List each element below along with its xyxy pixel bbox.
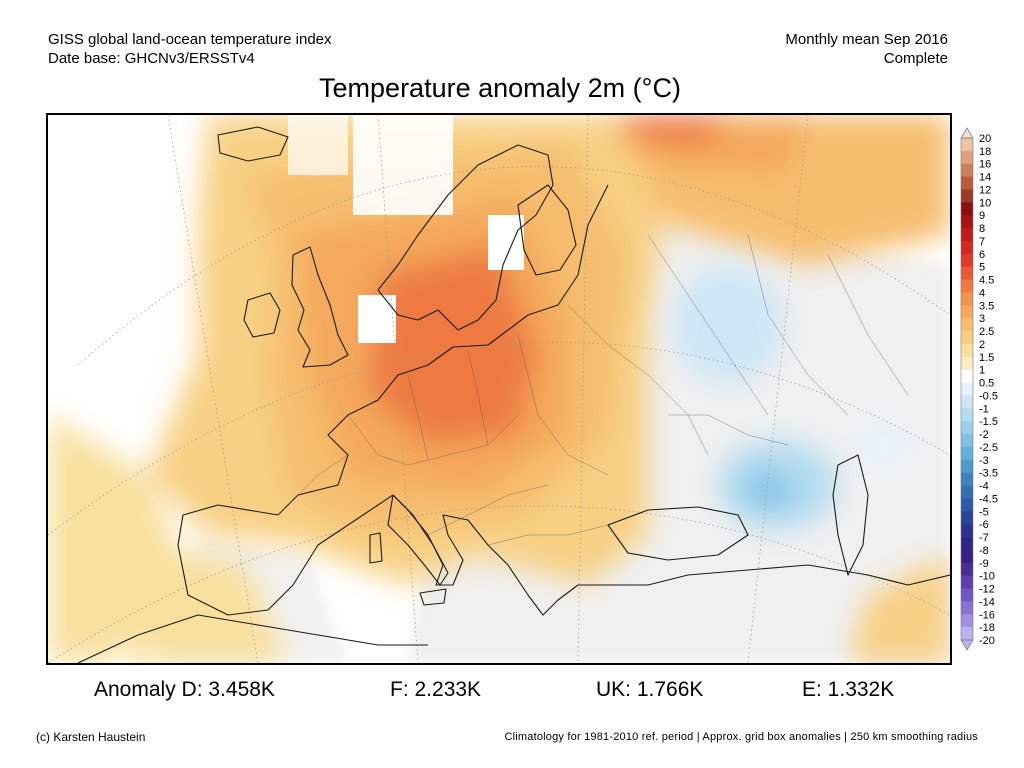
legend-swatch <box>961 331 973 345</box>
legend-swatch <box>961 485 973 499</box>
period-label: Monthly mean Sep 2016 <box>785 31 948 48</box>
legend-swatch <box>961 163 973 178</box>
regional-anomalies: Anomaly D: 3.458K F: 2.233K UK: 1.766K E… <box>0 678 1024 708</box>
legend-swatch <box>961 614 973 628</box>
legend-tick-label: 8 <box>979 223 985 235</box>
legend-swatch <box>961 279 973 293</box>
legend-tick-label: 7 <box>979 236 985 248</box>
legend-tick-label: -16 <box>979 609 995 621</box>
legend-tick-label: -3 <box>979 455 989 467</box>
legend-swatch <box>961 382 973 396</box>
legend-swatch <box>961 446 973 461</box>
legend-tick-label: 18 <box>979 146 991 158</box>
legend-swatch <box>961 627 973 641</box>
legend-swatch <box>961 549 973 564</box>
legend-tick-label: -2 <box>979 429 989 441</box>
legend-swatch <box>961 292 973 306</box>
header-left: GISS global land-ocean temperature index… <box>48 30 332 68</box>
legend-tick-label: -1.5 <box>979 416 998 428</box>
legend-colorbar: 201816141210987654.543.532.521.510.5-0.5… <box>960 127 998 651</box>
legend-swatch <box>961 575 973 589</box>
legend-swatch <box>961 601 973 615</box>
credit-line: (c) Karsten Haustein <box>36 730 146 744</box>
legend-swatch <box>961 189 973 203</box>
legend-swatch <box>961 524 973 538</box>
legend-tick-label: -14 <box>979 596 995 608</box>
legend-min-arrow <box>960 639 974 651</box>
legend-tick-label: -5 <box>979 506 989 518</box>
anomaly-spain: E: 1.332K <box>802 678 895 701</box>
legend-swatch <box>961 459 973 474</box>
legend-swatch <box>961 305 973 319</box>
legend-tick-label: 16 <box>979 159 991 171</box>
legend-swatch <box>961 421 973 435</box>
legend-swatch <box>961 202 973 216</box>
legend-swatch <box>961 228 973 242</box>
legend-swatch <box>961 511 973 525</box>
legend-tick-label: 5 <box>979 262 985 274</box>
legend-tick-label: 4 <box>979 287 985 299</box>
color-legend: 20 18 16 14 12 10 9 8 7 6 5 4.5 4 3.5 3 2.5 2 1.5 1 0.5 -0.5… <box>958 126 1024 656</box>
legend-tick-label: -12 <box>979 584 995 596</box>
legend-tick-label: -6 <box>979 519 989 531</box>
legend-swatch <box>961 472 973 486</box>
legend-tick-label: -4.5 <box>979 493 998 505</box>
legend-swatch <box>961 318 973 332</box>
legend-tick-label: 1 <box>979 365 985 377</box>
europe-map-graphic <box>48 115 950 663</box>
legend-tick-label: -2.5 <box>979 442 998 454</box>
legend-tick-label: 9 <box>979 210 985 222</box>
header-right: Monthly mean Sep 2016 Complete <box>785 30 948 68</box>
legend-tick-label: -20 <box>979 635 995 647</box>
legend-tick-label: 12 <box>979 184 991 196</box>
legend-swatch <box>961 253 973 268</box>
completeness-label: Complete <box>883 50 948 67</box>
legend-tick-label: 0.5 <box>979 378 994 390</box>
legend-swatch <box>961 562 973 577</box>
legend-swatch <box>961 240 973 255</box>
legend-tick-label: -7 <box>979 532 989 544</box>
legend-tick-label: -4 <box>979 481 989 493</box>
legend-tick-label: -8 <box>979 545 989 557</box>
methodology-note: Climatology for 1981-2010 ref. period | … <box>504 731 978 743</box>
legend-swatch <box>961 408 973 422</box>
legend-tick-label: 10 <box>979 197 991 209</box>
legend-tick-label: 1.5 <box>979 352 994 364</box>
legend-swatch <box>961 138 973 152</box>
legend-swatch <box>961 266 973 280</box>
index-title: GISS global land-ocean temperature index <box>48 31 332 48</box>
anomaly-map <box>46 113 952 665</box>
legend-tick-label: 3 <box>979 313 985 325</box>
legend-tick-label: -3.5 <box>979 468 998 480</box>
data-base: Date base: GHCNv3/ERSSTv4 <box>48 50 255 67</box>
anomaly-france: F: 2.233K <box>390 678 482 701</box>
legend-swatch <box>961 369 973 383</box>
legend-tick-label: -9 <box>979 558 989 570</box>
legend-swatch <box>961 434 973 448</box>
legend-tick-label: 20 <box>979 133 991 145</box>
legend-max-arrow <box>960 127 974 139</box>
legend-swatch <box>961 356 973 371</box>
legend-swatch <box>961 498 973 512</box>
legend-swatch <box>961 343 973 358</box>
legend-tick-label: -10 <box>979 571 995 583</box>
legend-swatch <box>961 150 973 165</box>
legend-swatch <box>961 176 973 190</box>
anomaly-uk: UK: 1.766K <box>596 678 704 701</box>
map-title: Temperature anomaly 2m (°C) <box>319 73 681 103</box>
legend-swatch <box>961 588 973 602</box>
legend-tick-label: -0.5 <box>979 390 998 402</box>
legend-swatch <box>961 215 973 229</box>
legend-tick-label: 4.5 <box>979 275 994 287</box>
legend-tick-label: 2.5 <box>979 326 994 338</box>
legend-tick-label: 3.5 <box>979 300 994 312</box>
legend-tick-label: 2 <box>979 339 985 351</box>
legend-tick-label: -18 <box>979 622 995 634</box>
legend-tick-label: 6 <box>979 249 985 261</box>
anomaly-germany: Anomaly D: 3.458K <box>94 678 275 701</box>
legend-swatch <box>961 537 973 551</box>
legend-swatch <box>961 395 973 409</box>
legend-tick-label: -1 <box>979 403 989 415</box>
legend-tick-label: 14 <box>979 172 991 184</box>
